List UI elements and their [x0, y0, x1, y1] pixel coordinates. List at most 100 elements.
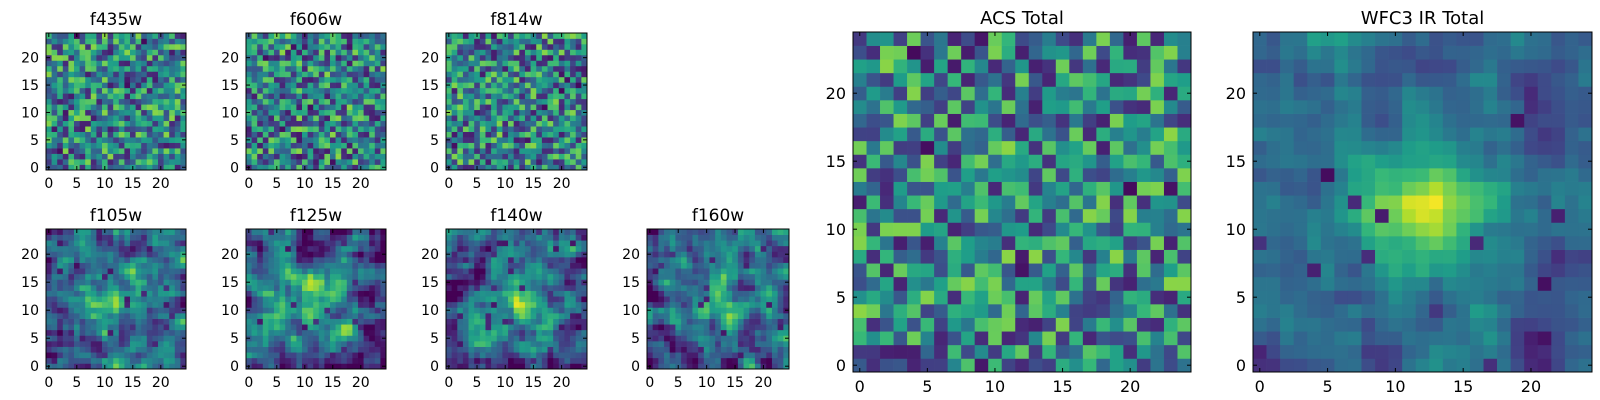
- heatmap-cell: [146, 104, 153, 111]
- heatmap-cell: [519, 296, 526, 303]
- heatmap-cell: [135, 164, 142, 171]
- heatmap-cell: [519, 65, 526, 72]
- heatmap-cell: [180, 153, 187, 160]
- heatmap-cell: [581, 240, 588, 247]
- heatmap-cell: [485, 234, 492, 241]
- heatmap-cell: [246, 76, 252, 83]
- heatmap-cell: [570, 341, 577, 347]
- heatmap-cell: [163, 329, 170, 336]
- heatmap-cell: [658, 234, 665, 241]
- heatmap-cell: [743, 346, 750, 353]
- heatmap-cell: [130, 148, 136, 154]
- heatmap-cell: [341, 229, 348, 235]
- heatmap-cell: [363, 290, 370, 297]
- heatmap-cell: [530, 262, 537, 269]
- heatmap-cell: [296, 137, 303, 143]
- heatmap-cell: [262, 104, 269, 111]
- heatmap-cell: [130, 71, 136, 78]
- heatmap-cell: [479, 251, 486, 258]
- heatmap-cell: [692, 352, 699, 359]
- heatmap-cell: [85, 131, 92, 138]
- heatmap-cell: [451, 76, 458, 83]
- heatmap-cell: [85, 352, 92, 359]
- heatmap-cell: [541, 142, 548, 149]
- heatmap-cell: [491, 159, 498, 165]
- y-tick-label: 10: [622, 303, 640, 319]
- heatmap-cell: [96, 251, 103, 258]
- heatmap-cell: [307, 71, 314, 78]
- heatmap-cell: [279, 329, 286, 336]
- heatmap-cell: [496, 257, 503, 263]
- heatmap-cell: [519, 126, 526, 132]
- heatmap-cell: [358, 268, 364, 275]
- heatmap-cell: [262, 240, 269, 247]
- heatmap-cell: [974, 344, 989, 359]
- heatmap-cell: [330, 251, 336, 258]
- heatmap-cell: [558, 71, 565, 78]
- heatmap-cell: [363, 65, 370, 72]
- heatmap-cell: [686, 262, 693, 269]
- heatmap-cell: [988, 222, 1003, 237]
- heatmap-cell: [130, 65, 136, 72]
- heatmap-cell: [124, 148, 131, 154]
- heatmap-cell: [541, 71, 548, 78]
- heatmap-cell: [553, 240, 560, 247]
- heatmap-cell: [102, 93, 108, 100]
- heatmap-cell: [669, 329, 676, 336]
- heatmap-cell: [760, 346, 767, 353]
- heatmap-cell: [479, 82, 486, 89]
- heatmap-cell: [324, 324, 331, 331]
- heatmap-cell: [558, 262, 565, 269]
- heatmap-cell: [313, 109, 320, 116]
- heatmap-cell: [102, 245, 108, 252]
- heatmap-cell: [369, 109, 376, 116]
- heatmap-cell: [180, 301, 187, 308]
- heatmap-cell: [302, 313, 308, 319]
- heatmap-cell: [502, 148, 509, 154]
- heatmap-cell: [474, 279, 481, 286]
- heatmap-cell: [692, 234, 699, 241]
- heatmap-cell: [564, 54, 571, 61]
- heatmap-cell: [1150, 222, 1165, 237]
- heatmap-cell: [180, 65, 187, 72]
- heatmap-cell: [457, 38, 464, 45]
- heatmap-cell: [68, 137, 75, 143]
- heatmap-cell: [352, 363, 359, 370]
- heatmap-cell: [324, 71, 331, 78]
- heatmap-cell: [374, 131, 381, 138]
- heatmap-cell: [669, 234, 676, 241]
- heatmap-cell: [324, 87, 331, 94]
- heatmap-cell: [57, 285, 64, 291]
- heatmap-cell: [90, 54, 97, 61]
- heatmap-cell: [502, 153, 509, 160]
- heatmap-cell: [374, 60, 381, 67]
- heatmap-cell: [268, 234, 275, 241]
- heatmap-cell: [536, 324, 543, 331]
- heatmap-cell: [664, 273, 671, 280]
- heatmap-cell: [369, 279, 376, 286]
- heatmap-cell: [285, 153, 292, 160]
- heatmap-cell: [163, 313, 170, 319]
- heatmap-cell: [457, 307, 464, 314]
- heatmap-cell: [754, 296, 761, 303]
- heatmap-cell: [141, 257, 148, 263]
- heatmap-cell: [570, 229, 577, 235]
- heatmap-cell: [519, 87, 526, 94]
- heatmap-cell: [760, 307, 767, 314]
- heatmap-cell: [496, 335, 503, 342]
- heatmap-cell: [302, 240, 308, 247]
- heatmap-cell: [502, 98, 509, 105]
- heatmap-cell: [737, 318, 744, 325]
- heatmap-cell: [508, 245, 515, 252]
- heatmap-cell: [508, 262, 515, 269]
- heatmap-cell: [664, 229, 671, 235]
- heatmap-cell: [68, 307, 75, 314]
- heatmap-cell: [46, 98, 52, 105]
- heatmap-cell: [709, 229, 716, 235]
- heatmap-cell: [1015, 304, 1030, 318]
- heatmap-cell: [374, 234, 381, 241]
- heatmap-cell: [547, 296, 554, 303]
- heatmap-cell: [274, 324, 280, 331]
- heatmap-cell: [279, 104, 286, 111]
- heatmap-cell: [524, 290, 531, 297]
